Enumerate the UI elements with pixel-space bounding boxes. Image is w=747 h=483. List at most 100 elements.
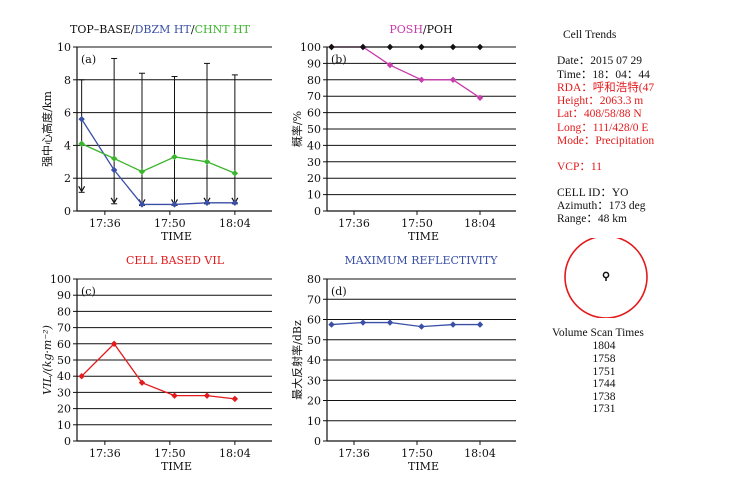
data-point (231, 170, 239, 177)
data-point (203, 158, 211, 165)
volume-scan-time: 1731 (592, 403, 616, 415)
y-tick-label: 2 (64, 172, 71, 185)
data-point (476, 321, 484, 328)
data-point (231, 199, 239, 206)
info-range: Range：48 km (557, 213, 627, 225)
y-axis-label: 强中心高度/km (40, 91, 54, 167)
y-tick-label: 0 (64, 435, 71, 448)
base-arrowhead (78, 186, 86, 193)
y-tick-label: 40 (57, 370, 71, 383)
y-tick-label: 10 (307, 189, 321, 202)
chart-panel-b: POSH/POH 0 10 20 30 40 50 60 70 80 90 100 17:36 17:50… (290, 23, 516, 243)
y-axis-label: 最大反射率/dBz (290, 320, 304, 400)
x-axis-label: TIME (408, 230, 439, 243)
y-tick-label: 10 (307, 415, 321, 428)
range-ring (564, 238, 648, 318)
data-point (449, 43, 457, 51)
chart-title-part: TOP–BASE/ (70, 23, 135, 36)
y-tick-label: 30 (307, 374, 321, 387)
y-tick-label: 10 (57, 41, 71, 54)
y-tick-label: 30 (57, 386, 71, 399)
x-tick-label: 18:04 (464, 217, 496, 230)
x-tick-label: 17:36 (89, 447, 121, 460)
y-tick-label: 20 (307, 395, 321, 408)
data-point (328, 43, 335, 51)
chart-title-part: DBZM HT (135, 23, 192, 36)
y-tick-label: 70 (307, 293, 321, 306)
data-point (78, 115, 85, 123)
y-axis-label: 概率/% (290, 111, 304, 147)
data-point (138, 201, 146, 208)
x-tick-label: 18:04 (464, 447, 496, 460)
x-axis-label: TIME (408, 460, 439, 473)
y-tick-label: 20 (57, 403, 71, 416)
y-tick-label: 70 (307, 90, 321, 103)
y-tick-label: 8 (64, 74, 71, 87)
data-point (328, 321, 335, 328)
y-tick-label: 40 (307, 354, 321, 367)
y-tick-label: 20 (307, 172, 321, 185)
volume-scan-time: 1804 (592, 340, 616, 352)
data-point (78, 140, 85, 147)
y-tick-label: 80 (307, 273, 321, 286)
info-lat: Lat：408/58/88 N (557, 108, 642, 120)
info-long: Long：111/428/0 E (557, 122, 649, 134)
data-point (386, 61, 394, 69)
x-tick-label: 17:36 (89, 217, 121, 230)
data-point (418, 43, 425, 51)
info-vcp: VCP：11 (557, 161, 602, 173)
x-tick-label: 18:04 (219, 217, 251, 230)
info-rda: RDA：呼和浩特(47 (557, 82, 655, 94)
x-axis-label: TIME (161, 460, 192, 473)
data-point (418, 76, 425, 83)
x-tick-label: 18:04 (219, 447, 251, 460)
data-point (476, 43, 484, 51)
series-line (81, 342, 235, 400)
info-mode: Mode：Precipitation (557, 135, 655, 147)
volume-scan-time: 1751 (592, 366, 616, 378)
y-tick-label: 80 (307, 74, 321, 87)
y-tick-label: 60 (307, 314, 321, 327)
chart-panel-a: TOP–BASE/DBZM HT/CHNT HT 0 2 4 6 8 10 17:36 17:5… (40, 23, 272, 243)
panel-label: (a) (81, 53, 96, 66)
y-axis-label: VIL/(kg·m⁻²) (41, 325, 54, 395)
chart-title-part: CELL BASED VIL (126, 254, 225, 267)
y-tick-label: 30 (307, 156, 321, 169)
chart-title-part: /POH (423, 23, 453, 36)
y-tick-label: 6 (64, 107, 71, 120)
chart-panel-d: MAXIMUM REFLECTIVITY 0 10 20 30 40 50 60 70 80 17:… (290, 254, 516, 473)
y-tick-label: 0 (64, 205, 71, 218)
y-tick-label: 10 (57, 419, 71, 432)
series-line (331, 321, 481, 328)
data-point (110, 155, 118, 162)
y-tick-label: 0 (314, 435, 321, 448)
volume-scan-title: Volume Scan Times (552, 327, 644, 339)
x-tick-label: 17:36 (338, 447, 370, 460)
data-point (78, 373, 85, 380)
data-point (418, 323, 425, 330)
base-arrowhead (110, 197, 118, 204)
y-tick-label: 100 (300, 41, 321, 54)
y-tick-label: 50 (307, 123, 321, 136)
chart-title: MAXIMUM REFLECTIVITY (345, 254, 499, 267)
x-tick-label: 17:50 (154, 217, 186, 230)
chart-title-part: / (191, 23, 195, 36)
chart-title-part: CHNT HT (195, 23, 251, 36)
data-point (476, 94, 484, 102)
volume-scan-time: 1744 (592, 378, 616, 390)
series-line (331, 46, 481, 99)
chart-title-part: POSH (389, 23, 423, 36)
y-tick-label: 50 (57, 354, 71, 367)
data-point (386, 319, 394, 326)
data-point (110, 166, 118, 174)
series-line (81, 118, 235, 206)
volume-scan-time: 1738 (592, 391, 616, 403)
y-tick-label: 80 (57, 305, 71, 318)
data-point (203, 199, 211, 206)
x-axis-label: TIME (161, 230, 192, 243)
data-point (110, 340, 118, 347)
y-tick-label: 4 (64, 139, 71, 152)
chart-title: TOP–BASE/DBZM HT/CHNT HT (70, 23, 251, 36)
chart-title: CELL BASED VIL (126, 254, 225, 267)
